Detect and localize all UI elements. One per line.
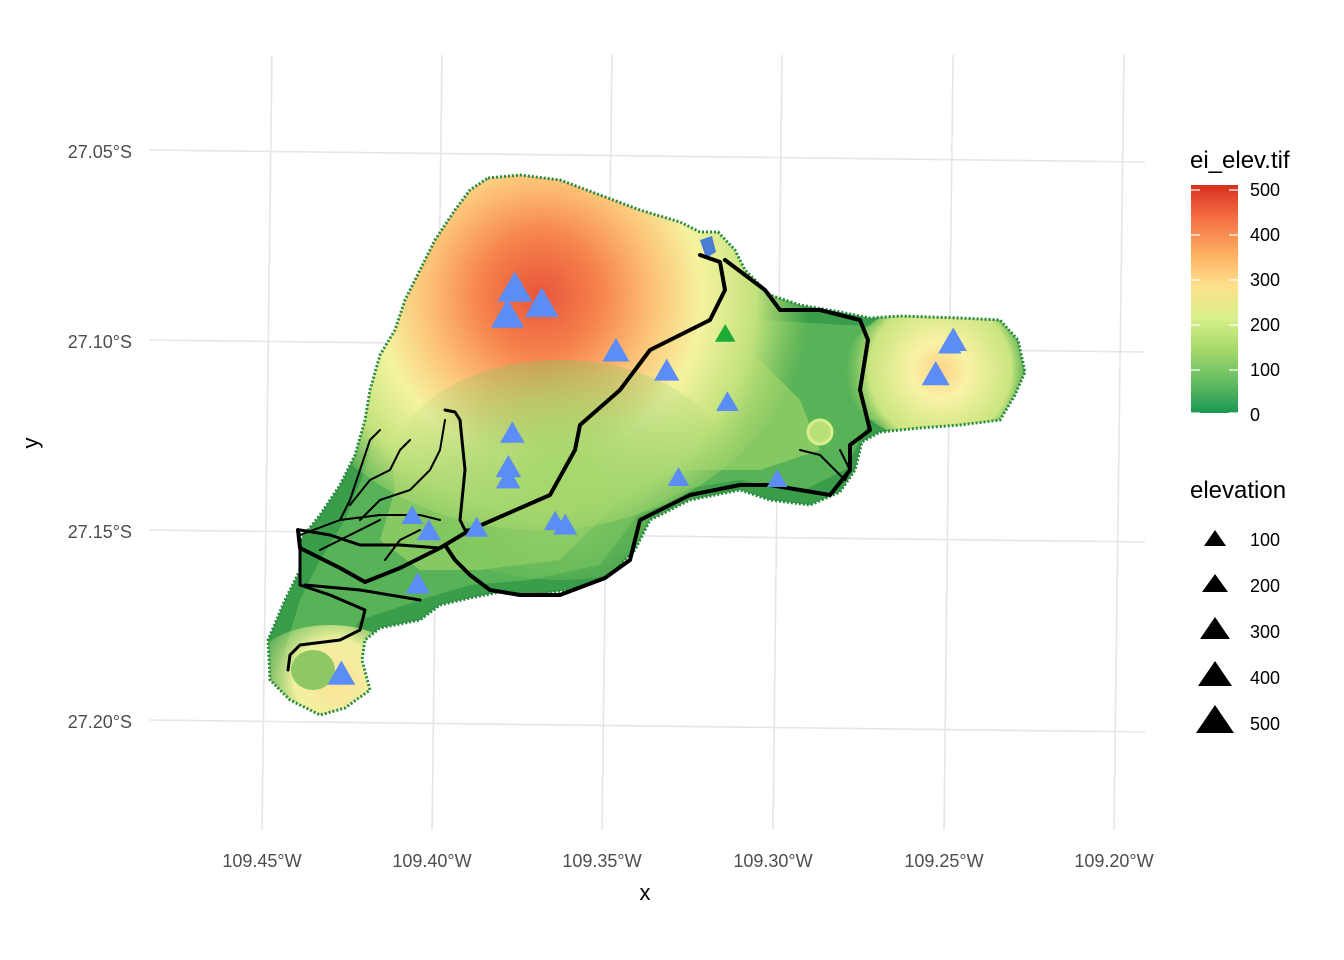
legend-triangle-icon	[1196, 705, 1234, 733]
peak-marker	[465, 516, 489, 537]
raster-legend-label: 300	[1250, 270, 1280, 290]
legend-triangle-icon	[1198, 661, 1232, 686]
y-tick-label: 27.15°S	[68, 522, 132, 542]
peak-marker	[401, 505, 423, 525]
x-tick-label: 109.25°W	[904, 851, 983, 871]
x-axis-title: x	[640, 880, 651, 905]
size-legend-label: 500	[1250, 714, 1280, 734]
size-legend: elevation 100 200 300 400 500	[1190, 477, 1286, 734]
peak-marker	[490, 298, 525, 328]
raster-legend-title: ei_elev.tif	[1190, 147, 1290, 174]
size-legend-label: 400	[1250, 668, 1280, 688]
raster-legend: ei_elev.tif 500 400 300 200 100 0	[1190, 147, 1290, 425]
raster-colorbar	[1191, 185, 1238, 413]
y-tick-label: 27.20°S	[68, 712, 132, 732]
x-tick-label: 109.30°W	[733, 851, 812, 871]
x-tick-label: 109.20°W	[1074, 851, 1153, 871]
peak-marker	[497, 271, 533, 302]
legend-triangle-icon	[1204, 530, 1226, 546]
peak-marker	[405, 572, 431, 594]
x-tick-labels: 109.45°W 109.40°W 109.35°W 109.30°W 109.…	[222, 851, 1153, 871]
peak-marker	[500, 421, 525, 443]
size-legend-label: 300	[1250, 622, 1280, 642]
y-axis-title: y	[18, 438, 43, 449]
size-legend-label: 100	[1250, 530, 1280, 550]
peak-marker	[553, 513, 578, 535]
peak-markers	[327, 271, 967, 685]
raster-legend-label: 200	[1250, 315, 1280, 335]
raster-legend-label: 100	[1250, 360, 1280, 380]
peak-marker	[714, 323, 736, 342]
peak-marker	[495, 454, 522, 478]
peak-marker	[938, 333, 962, 354]
legend-triangle-icon	[1202, 574, 1228, 592]
peak-marker	[654, 358, 680, 381]
size-legend-label: 200	[1250, 576, 1280, 596]
y-tick-label: 27.10°S	[68, 332, 132, 352]
x-tick-label: 109.45°W	[222, 851, 301, 871]
peak-marker	[921, 360, 950, 386]
road-network	[286, 253, 872, 672]
y-tick-label: 27.05°S	[68, 142, 132, 162]
size-legend-title: elevation	[1190, 477, 1286, 504]
peak-marker	[495, 466, 521, 489]
peak-marker	[602, 337, 630, 362]
raster-legend-label: 0	[1250, 405, 1260, 425]
peak-marker	[416, 519, 442, 541]
peak-marker	[327, 660, 356, 685]
raster-legend-label: 400	[1250, 225, 1280, 245]
peak-marker	[524, 287, 559, 317]
peak-marker	[667, 467, 690, 486]
legend-triangle-icon	[1200, 617, 1230, 639]
elevation-raster	[266, 173, 1027, 717]
peak-marker	[766, 469, 788, 487]
y-tick-labels: 27.05°S 27.10°S 27.15°S 27.20°S	[68, 142, 132, 732]
peak-marker	[716, 391, 739, 411]
x-tick-label: 109.35°W	[562, 851, 641, 871]
x-tick-label: 109.40°W	[392, 851, 471, 871]
raster-legend-label: 500	[1250, 180, 1280, 200]
